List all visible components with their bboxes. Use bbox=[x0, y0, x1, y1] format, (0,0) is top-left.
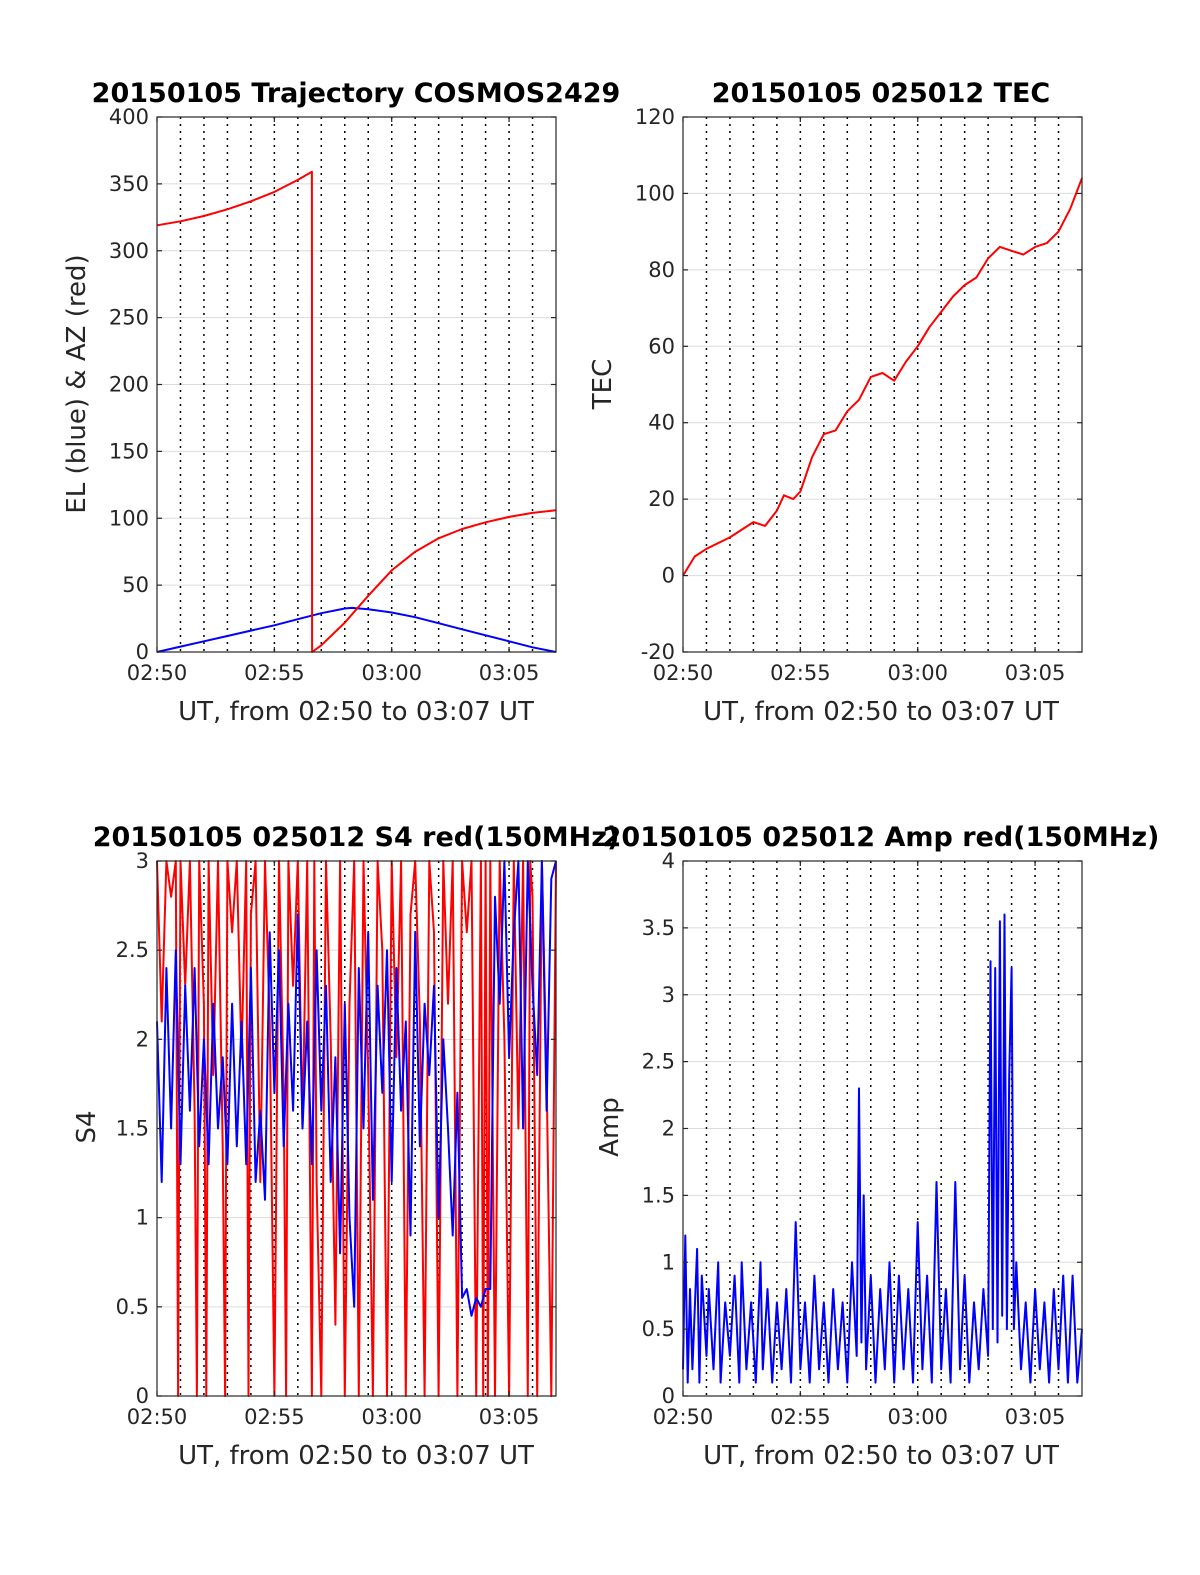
y-axis-label: Amp bbox=[595, 1097, 625, 1157]
x-tick-label: 02:50 bbox=[653, 661, 714, 685]
plot-area-amp: 0 0.5 1 1.5 2 2.5 3 3.5 4 02:50 02:55 03:00 03:05 bbox=[642, 849, 1083, 1429]
x-axis-label: UT, from 02:50 to 03:07 UT bbox=[178, 697, 534, 727]
y-tick-label: 2 bbox=[136, 1027, 149, 1051]
y-tick-label: 3.5 bbox=[642, 916, 675, 940]
chart-title: 20150105 025012 Amp red(150MHz) bbox=[603, 822, 1160, 853]
y-tick-label: 0 bbox=[136, 640, 149, 664]
y-tick-label: 4 bbox=[662, 849, 675, 873]
panel-tec: 20150105 025012 TEC UT, from 02:50 to 03… bbox=[588, 78, 1083, 727]
x-axis-label: UT, from 02:50 to 03:07 UT bbox=[703, 1441, 1059, 1471]
series-line-amp bbox=[682, 913, 1083, 1384]
y-tick-label: 80 bbox=[648, 258, 675, 282]
x-tick-label: 03:05 bbox=[479, 661, 540, 685]
plot-area-s4: 0 0.5 1 1.5 2 2.5 3 02:50 02:55 03:00 03:05 bbox=[116, 849, 557, 1429]
y-tick-label: 0 bbox=[136, 1384, 149, 1408]
axes-box bbox=[682, 116, 1083, 653]
y-tick-label: 20 bbox=[648, 487, 675, 511]
x-tick-label: 03:05 bbox=[1005, 661, 1066, 685]
x-tick-label: 02:55 bbox=[244, 1405, 305, 1429]
y-tick-label: 60 bbox=[648, 334, 675, 358]
y-tick-label: 2.5 bbox=[642, 1050, 675, 1074]
y-tick-label: 350 bbox=[109, 172, 149, 196]
y-tick-label: 150 bbox=[109, 439, 149, 463]
y-tick-label: 1.5 bbox=[116, 1117, 149, 1141]
chart-title: 20150105 025012 S4 red(150MHz) bbox=[93, 822, 620, 853]
x-tick-label: 03:05 bbox=[479, 1405, 540, 1429]
y-tick-label: 40 bbox=[648, 411, 675, 435]
x-axis-label: UT, from 02:50 to 03:07 UT bbox=[703, 697, 1059, 727]
y-tick-label: 1 bbox=[136, 1206, 149, 1230]
y-tick-label: 3 bbox=[136, 849, 149, 873]
y-tick-label: 300 bbox=[109, 239, 149, 263]
x-tick-label: 03:00 bbox=[887, 661, 948, 685]
plot-area-trajectory: 0 50 100 150 200 250 300 350 400 02:50 02:55 03:00 0… bbox=[109, 105, 557, 685]
y-axis-label: TEC bbox=[588, 359, 618, 410]
y-tick-label: 0 bbox=[662, 564, 675, 588]
chart-title: 20150105 025012 TEC bbox=[712, 78, 1051, 109]
series-line-tec bbox=[682, 177, 1083, 577]
x-tick-label: 03:05 bbox=[1005, 1405, 1066, 1429]
series-line-s4_red bbox=[156, 860, 557, 1397]
y-axis-label: EL (blue) & AZ (red) bbox=[62, 254, 92, 513]
x-tick-label: 02:50 bbox=[653, 1405, 714, 1429]
y-tick-label: 100 bbox=[635, 181, 675, 205]
series-line-s4_blue bbox=[156, 860, 557, 1317]
y-tick-label: 250 bbox=[109, 306, 149, 330]
x-tick-label: 03:00 bbox=[361, 661, 422, 685]
y-tick-label: 50 bbox=[122, 573, 149, 597]
x-tick-label: 02:55 bbox=[244, 661, 305, 685]
y-tick-label: 120 bbox=[635, 105, 675, 129]
y-tick-label: 3 bbox=[662, 983, 675, 1007]
y-tick-label: 2 bbox=[662, 1117, 675, 1141]
y-tick-label: 2.5 bbox=[116, 938, 149, 962]
panel-amp: 20150105 025012 Amp red(150MHz) UT, from… bbox=[595, 822, 1159, 1471]
x-tick-label: 02:50 bbox=[127, 1405, 188, 1429]
x-tick-label: 02:50 bbox=[127, 661, 188, 685]
x-tick-label: 03:00 bbox=[361, 1405, 422, 1429]
plot-background bbox=[683, 117, 1082, 652]
series-line-az bbox=[156, 170, 557, 653]
y-tick-label: 0 bbox=[662, 1384, 675, 1408]
y-tick-label: 0.5 bbox=[116, 1295, 149, 1319]
y-axis-label: S4 bbox=[72, 1110, 102, 1143]
y-tick-label: 400 bbox=[109, 105, 149, 129]
y-tick-label: 1.5 bbox=[642, 1183, 675, 1207]
x-tick-label: 02:55 bbox=[770, 1405, 831, 1429]
series-line-el bbox=[156, 606, 557, 653]
y-tick-label: 100 bbox=[109, 506, 149, 530]
plot-area-tec: -20 0 20 40 60 80 100 120 02:50 02:55 03:00 03:05 bbox=[635, 105, 1083, 685]
y-tick-label: 200 bbox=[109, 373, 149, 397]
y-tick-label: -20 bbox=[641, 640, 675, 664]
x-tick-label: 02:55 bbox=[770, 661, 831, 685]
y-tick-label: 1 bbox=[662, 1250, 675, 1274]
chart-title: 20150105 Trajectory COSMOS2429 bbox=[92, 78, 621, 109]
panel-s4: 20150105 025012 S4 red(150MHz) UT, from … bbox=[72, 822, 619, 1471]
x-axis-label: UT, from 02:50 to 03:07 UT bbox=[178, 1441, 534, 1471]
y-tick-label: 0.5 bbox=[642, 1317, 675, 1341]
panel-trajectory: 20150105 Trajectory COSMOS2429 UT, from … bbox=[62, 78, 620, 727]
x-tick-label: 03:00 bbox=[887, 1405, 948, 1429]
